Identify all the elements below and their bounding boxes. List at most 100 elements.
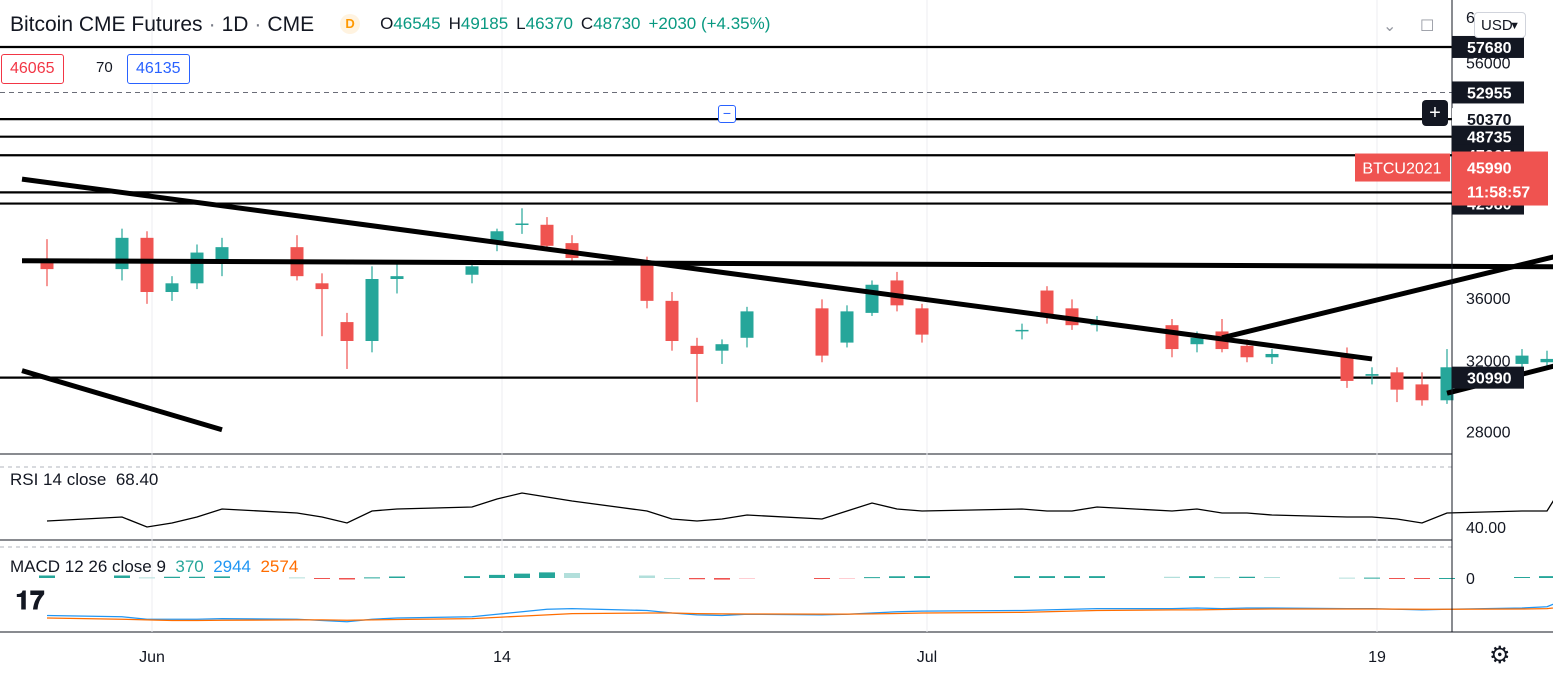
macd-histogram-bar: [714, 578, 730, 580]
y-tick-label: 28000: [1466, 425, 1511, 442]
macd-histogram-bar: [1239, 576, 1255, 578]
candle-body: [1165, 325, 1179, 350]
trendline: [1221, 254, 1553, 341]
macd-histogram-bar: [914, 576, 930, 578]
candle-body: [365, 279, 379, 341]
rsi-title: RSI 14 close: [10, 470, 107, 489]
signal-line: [46, 607, 1553, 622]
macd-line-value: 2944: [213, 557, 252, 576]
ohlc-values: O46545 H49185 L46370 C48730 +2030 (+4.35%): [372, 14, 770, 33]
candle-body: [840, 311, 854, 343]
macd-histogram-bar: [189, 576, 205, 578]
candles: [40, 208, 1553, 406]
macd-histogram-bar: [689, 578, 705, 580]
level-tag-label: 57680: [1467, 40, 1512, 57]
macd-histogram-bar: [864, 577, 880, 579]
candle-body: [540, 224, 554, 246]
macd-histogram-bar: [1389, 578, 1405, 579]
level-tag-box: [1452, 108, 1524, 131]
candle-body: [40, 262, 54, 270]
close-label: C: [580, 14, 594, 33]
macd-histogram-bar: [664, 578, 680, 579]
chart-header: Bitcoin CME Futures · 1D · CME D O46545 H49185 L…: [10, 13, 771, 36]
macd-hist-value: 370: [175, 557, 204, 576]
candle-body: [340, 322, 354, 341]
currency-label: USD: [1481, 17, 1513, 34]
macd-histogram-bar: [564, 573, 580, 578]
sell-price-button[interactable]: 46065: [1, 54, 64, 84]
scroll-down-icon[interactable]: ⌄: [1383, 18, 1397, 35]
symbol-title: Bitcoin CME Futures: [10, 13, 203, 36]
level-tag-box: [1452, 366, 1524, 389]
top-price-tick: 6: [1466, 10, 1475, 27]
macd-histogram-bar: [1439, 578, 1455, 579]
macd-title: MACD 12 26 close 9: [10, 557, 166, 576]
level-tag-box: [1452, 35, 1524, 58]
trendline: [21, 258, 1553, 270]
candle-body: [1015, 329, 1029, 332]
macd-histogram-bar: [814, 578, 830, 579]
tradingview-logo[interactable]: 𝟏𝟕: [10, 585, 50, 615]
macd-histogram-bar: [514, 573, 530, 578]
candle-body: [1040, 290, 1054, 318]
rsi-line: [46, 492, 1553, 528]
macd-histogram-bar: [1089, 576, 1105, 578]
macd-histogram-bar: [1539, 576, 1553, 578]
candle-body: [115, 237, 129, 270]
buy-price-button[interactable]: 46135: [127, 54, 190, 84]
level-tag-label: 48735: [1467, 130, 1512, 147]
macd-histogram-bar: [539, 572, 555, 578]
rsi-value: 68.40: [115, 470, 159, 489]
currency-select[interactable]: USD ▼: [1474, 12, 1526, 38]
macd-histogram-bar: [1364, 577, 1380, 579]
macd-histogram-bar: [1014, 576, 1030, 578]
interval-label[interactable]: 1D: [221, 13, 249, 36]
maximize-icon[interactable]: ☐: [1420, 18, 1435, 35]
candle-body: [865, 284, 879, 313]
candle-body: [390, 276, 404, 280]
macd-histogram-bar: [139, 577, 155, 579]
candle-body: [1515, 355, 1529, 364]
macd-histogram-bar: [739, 578, 755, 579]
high-label: H: [448, 14, 461, 33]
candle-body: [140, 237, 154, 293]
level-tag-label: 52955: [1467, 85, 1512, 102]
last-price-label: 45990: [1467, 161, 1512, 178]
gear-icon[interactable]: ⚙: [1489, 642, 1511, 669]
candle-body: [690, 345, 704, 354]
macd-histogram-bar: [114, 575, 130, 578]
delayed-data-icon[interactable]: D: [340, 14, 361, 34]
low-value: 46370: [525, 14, 573, 33]
candle-body: [1390, 372, 1404, 390]
macd-histogram-bar: [364, 577, 380, 579]
x-tick-label: Jun: [139, 649, 165, 666]
low-label: L: [516, 14, 526, 33]
candle-body: [1365, 374, 1379, 376]
signal-line-value: 2574: [260, 557, 299, 576]
collapse-icon[interactable]: −: [718, 105, 736, 123]
candle-body: [1265, 353, 1279, 358]
macd-histogram-bar: [1414, 578, 1430, 579]
macd-histogram-bar: [289, 577, 305, 579]
candle-body: [715, 344, 729, 351]
macd-y-tick: 0: [1466, 571, 1475, 588]
macd-histogram-bar: [214, 576, 230, 578]
macd-histogram-bar: [39, 575, 55, 578]
price-axis: 56000 36000 32000 28000 57680 52955 5037048735…: [1355, 0, 1548, 632]
macd-histogram-bar: [314, 578, 330, 579]
macd-histogram-bar: [1164, 576, 1180, 578]
add-alert-icon[interactable]: +: [1422, 100, 1448, 126]
macd-histogram-bar: [889, 576, 905, 578]
macd-histogram-bar: [1514, 577, 1530, 578]
candle-body: [1415, 384, 1429, 401]
rsi-pane: 40.00: [0, 466, 1553, 548]
rsi-y-tick: 40.00: [1466, 520, 1506, 537]
macd-histogram-bar: [339, 578, 355, 580]
level-tag-box: [1452, 81, 1524, 104]
macd-histogram-bar: [164, 576, 180, 578]
trendline: [21, 176, 1373, 362]
candle-body: [1340, 353, 1354, 381]
macd-histogram-bar: [1189, 576, 1205, 578]
macd-histogram-bar: [1064, 576, 1080, 578]
